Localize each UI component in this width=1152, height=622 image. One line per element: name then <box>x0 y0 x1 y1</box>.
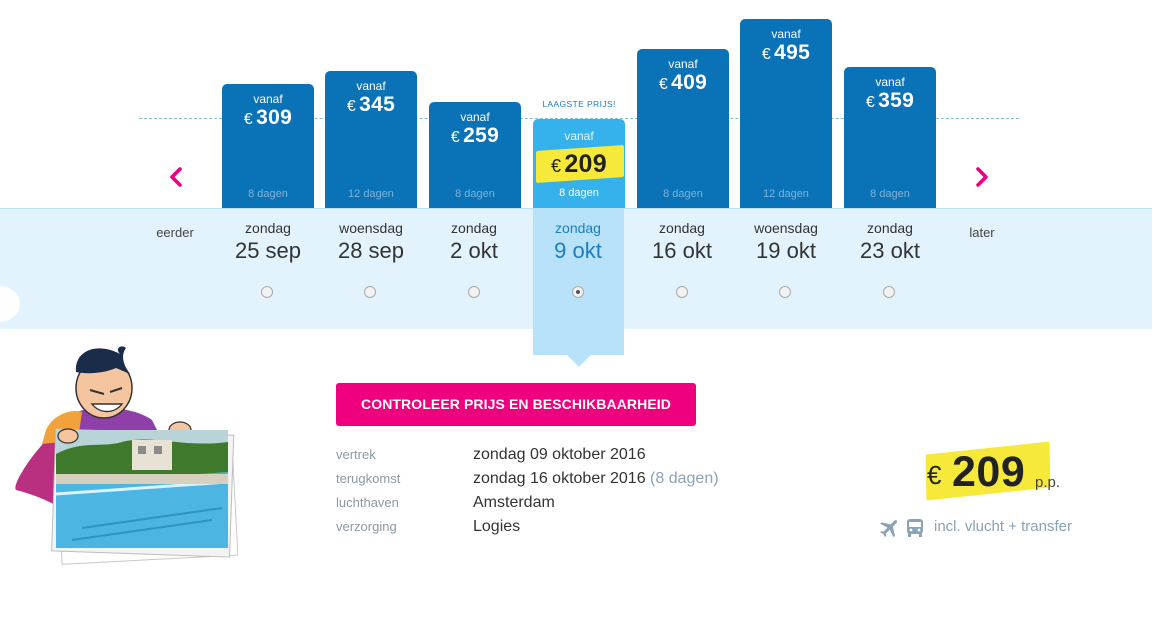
bar-duration: 8 dagen <box>663 188 703 200</box>
date-option[interactable]: zondag 16 okt <box>630 220 734 264</box>
date-radio[interactable] <box>261 286 273 298</box>
weekday: zondag <box>659 220 705 236</box>
mascot-illustration <box>15 346 238 565</box>
bar-duration: 8 dagen <box>870 188 910 200</box>
price-bar[interactable]: vanaf €409 8 dagen <box>637 49 729 208</box>
chevron-right-icon[interactable] <box>970 164 994 190</box>
departure-value: zondag 09 oktober 2016 <box>473 446 646 463</box>
price-bar-selected[interactable]: vanaf €209 8 dagen <box>533 119 625 208</box>
check-price-availability-button[interactable]: CONTROLEER PRIJS EN BESCHIKBAARHEID <box>336 383 696 426</box>
weekday: woensdag <box>339 220 403 236</box>
price-amount: 209 <box>952 448 1026 496</box>
weekday: zondag <box>555 220 601 236</box>
price-bar[interactable]: vanaf €359 8 dagen <box>844 67 936 208</box>
later-link[interactable]: later <box>969 225 995 240</box>
chevron-left-icon[interactable] <box>164 164 188 190</box>
included-text: incl. vlucht + transfer <box>934 518 1072 535</box>
price-bar[interactable]: vanaf €259 8 dagen <box>429 102 521 208</box>
board-value: Logies <box>473 518 521 535</box>
date: 25 sep <box>234 238 302 263</box>
date-option-selected[interactable]: zondag 9 okt <box>526 220 630 264</box>
airport-value: Amsterdam <box>473 494 555 511</box>
from-label: vanaf <box>253 92 283 106</box>
bar-price: €309 <box>243 106 293 129</box>
bar-duration: 8 dagen <box>455 188 495 200</box>
price-bar[interactable]: vanaf €345 12 dagen <box>325 71 417 208</box>
date: 2 okt <box>450 238 498 263</box>
bus-icon <box>907 519 923 537</box>
bar-duration: 12 dagen <box>348 188 394 200</box>
from-label: vanaf <box>460 110 490 124</box>
bar-price: €495 <box>761 41 811 64</box>
airport-label: luchthaven <box>336 495 399 510</box>
date: 9 okt <box>554 238 602 263</box>
pool-photo <box>55 430 229 548</box>
departure-label: vertrek <box>336 447 376 462</box>
from-label: vanaf <box>356 79 386 93</box>
from-label: vanaf <box>771 27 801 41</box>
weekday: woensdag <box>754 220 818 236</box>
from-label: vanaf <box>875 75 905 89</box>
bar-price: €409 <box>658 71 708 94</box>
price-bar[interactable]: vanaf €495 12 dagen <box>740 19 832 208</box>
bar-duration: 12 dagen <box>763 188 809 200</box>
return-duration: (8 dagen) <box>650 470 719 487</box>
date-option[interactable]: zondag 23 okt <box>838 220 942 264</box>
from-label: vanaf <box>668 57 698 71</box>
plane-icon <box>880 520 898 538</box>
price-bar[interactable]: vanaf €309 8 dagen <box>222 84 314 208</box>
date-radio[interactable] <box>364 286 376 298</box>
board-label: verzorging <box>336 519 397 534</box>
from-label: vanaf <box>564 129 594 143</box>
bar-price: €345 <box>346 93 396 116</box>
bar-price: €209 <box>551 150 607 178</box>
selected-column-highlight <box>533 208 624 355</box>
per-person-label: p.p. <box>1035 474 1061 491</box>
currency: € <box>927 460 942 490</box>
date: 23 okt <box>860 238 920 263</box>
date-radio[interactable] <box>676 286 688 298</box>
selected-pointer <box>566 354 592 367</box>
lowest-price-label: LAAGSTE PRIJS! <box>542 99 616 109</box>
date-option[interactable]: woensdag 28 sep <box>319 220 423 264</box>
total-price: € 209 p.p. <box>920 440 1080 501</box>
date-radio[interactable] <box>468 286 480 298</box>
date-radio-selected[interactable] <box>572 286 584 298</box>
weekday: zondag <box>245 220 291 236</box>
band-decoration <box>0 286 20 322</box>
date: 16 okt <box>652 238 712 263</box>
weekday: zondag <box>451 220 497 236</box>
date-option[interactable]: zondag 2 okt <box>422 220 526 264</box>
date: 19 okt <box>756 238 816 263</box>
bar-duration: 8 dagen <box>559 187 599 199</box>
date-option[interactable]: zondag 25 sep <box>216 220 320 264</box>
date-option[interactable]: woensdag 19 okt <box>734 220 838 264</box>
return-value: zondag 16 oktober 2016 (8 dagen) <box>473 470 719 487</box>
date-radio[interactable] <box>883 286 895 298</box>
weekday: zondag <box>867 220 913 236</box>
date: 28 sep <box>337 238 405 263</box>
bar-price: €359 <box>865 89 915 112</box>
bar-duration: 8 dagen <box>248 188 288 200</box>
earlier-link[interactable]: eerder <box>156 225 194 240</box>
return-label: terugkomst <box>336 471 401 486</box>
bar-price: €259 <box>450 124 500 147</box>
date-radio[interactable] <box>779 286 791 298</box>
price-guideline <box>139 118 1019 119</box>
